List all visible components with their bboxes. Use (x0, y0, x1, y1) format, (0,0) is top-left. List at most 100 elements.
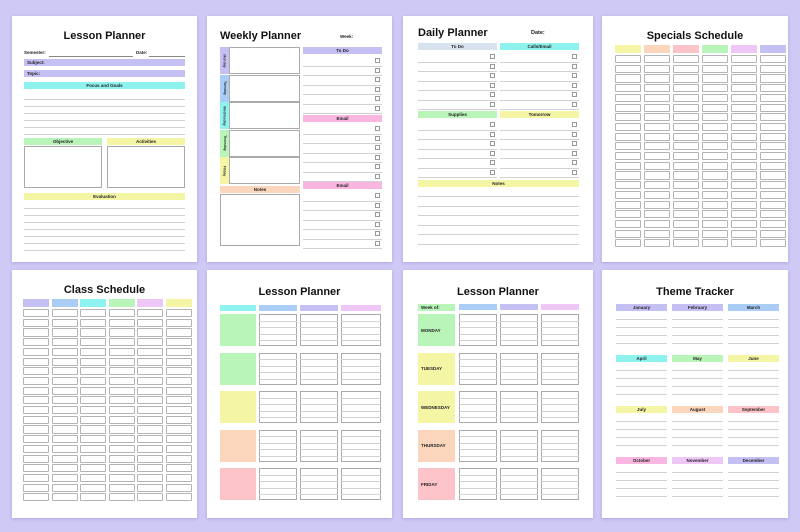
lesson-cell[interactable] (459, 429, 497, 462)
lesson-cell[interactable] (459, 468, 497, 500)
table-cell[interactable] (51, 415, 78, 424)
table-cell[interactable] (615, 181, 641, 190)
table-cell[interactable] (615, 210, 641, 219)
table-cell[interactable] (137, 493, 163, 502)
table-cell[interactable] (108, 376, 135, 386)
table-cell[interactable] (51, 386, 78, 395)
checkbox[interactable] (572, 63, 577, 69)
table-cell[interactable] (165, 338, 192, 347)
checklist-line[interactable] (500, 61, 579, 63)
checkbox[interactable] (490, 169, 495, 175)
checkbox[interactable] (375, 67, 380, 73)
table-cell[interactable] (615, 64, 641, 73)
writing-line[interactable] (418, 196, 579, 197)
month-line[interactable] (672, 394, 723, 395)
checklist-line[interactable] (418, 61, 497, 63)
checkbox[interactable] (572, 82, 577, 88)
day-box[interactable] (229, 47, 300, 74)
table-cell[interactable] (108, 386, 135, 395)
table-cell[interactable] (23, 357, 49, 366)
checklist-line[interactable] (418, 167, 497, 169)
month-line[interactable] (616, 429, 667, 430)
table-cell[interactable] (51, 435, 78, 444)
month-line[interactable] (672, 335, 723, 336)
table-cell[interactable] (731, 210, 757, 219)
table-cell[interactable] (644, 239, 670, 248)
table-cell[interactable] (51, 473, 78, 483)
checklist-line[interactable] (500, 139, 579, 140)
month-line[interactable] (728, 327, 779, 328)
table-cell[interactable] (165, 483, 192, 492)
table-cell[interactable] (165, 328, 192, 337)
day-block[interactable] (220, 352, 256, 385)
writing-line[interactable] (24, 215, 185, 216)
table-cell[interactable] (165, 493, 192, 502)
table-cell[interactable] (731, 142, 757, 151)
checklist-line[interactable] (303, 113, 382, 114)
table-cell[interactable] (731, 161, 757, 170)
table-cell[interactable] (615, 103, 641, 112)
lesson-cell[interactable] (459, 391, 497, 423)
month-line[interactable] (728, 472, 779, 473)
table-cell[interactable] (615, 200, 641, 209)
writing-line[interactable] (24, 208, 185, 209)
table-cell[interactable] (760, 74, 786, 83)
table-cell[interactable] (673, 152, 699, 161)
table-cell[interactable] (760, 190, 786, 199)
table-cell[interactable] (108, 328, 135, 337)
table-cell[interactable] (615, 152, 641, 161)
table-cell[interactable] (108, 309, 135, 318)
lesson-cell[interactable] (541, 314, 579, 346)
table-cell[interactable] (644, 74, 670, 83)
checkbox[interactable] (572, 131, 577, 137)
table-cell[interactable] (23, 435, 49, 444)
table-cell[interactable] (80, 357, 106, 366)
table-cell[interactable] (51, 444, 78, 453)
month-line[interactable] (672, 421, 723, 422)
table-cell[interactable] (760, 219, 786, 229)
table-cell[interactable] (760, 229, 786, 238)
lesson-cell[interactable] (341, 314, 381, 346)
table-cell[interactable] (644, 181, 670, 190)
lesson-cell[interactable] (541, 352, 579, 385)
table-cell[interactable] (51, 464, 78, 473)
table-cell[interactable] (23, 367, 49, 376)
lesson-cell[interactable] (300, 314, 338, 346)
table-cell[interactable] (731, 113, 757, 122)
lesson-cell[interactable] (459, 314, 497, 346)
table-cell[interactable] (51, 338, 78, 347)
table-cell[interactable] (702, 171, 728, 180)
checkbox[interactable] (490, 82, 495, 88)
lesson-cell[interactable] (541, 468, 579, 500)
table-cell[interactable] (731, 190, 757, 199)
day-block[interactable] (220, 468, 256, 500)
month-line[interactable] (616, 343, 667, 344)
month-line[interactable] (728, 319, 779, 320)
month-line[interactable] (672, 378, 723, 379)
table-cell[interactable] (108, 367, 135, 376)
table-cell[interactable] (137, 473, 163, 483)
table-cell[interactable] (137, 347, 163, 356)
checklist-line[interactable] (303, 238, 382, 240)
table-cell[interactable] (80, 406, 106, 415)
table-cell[interactable] (644, 152, 670, 161)
checkbox[interactable] (375, 86, 380, 92)
table-cell[interactable] (731, 132, 757, 141)
table-cell[interactable] (673, 229, 699, 238)
table-cell[interactable] (80, 473, 106, 483)
table-cell[interactable] (731, 74, 757, 83)
checkbox[interactable] (375, 145, 380, 150)
table-cell[interactable] (23, 425, 49, 434)
month-line[interactable] (672, 488, 723, 489)
checkbox[interactable] (490, 63, 495, 69)
table-cell[interactable] (108, 347, 135, 356)
table-cell[interactable] (673, 181, 699, 190)
checkbox[interactable] (490, 150, 495, 156)
writing-line[interactable] (24, 120, 185, 121)
checklist-line[interactable] (418, 177, 497, 178)
writing-line[interactable] (418, 234, 579, 235)
checklist-line[interactable] (303, 152, 382, 154)
writing-line[interactable] (24, 127, 185, 128)
table-cell[interactable] (137, 328, 163, 337)
writing-line[interactable] (418, 224, 579, 226)
